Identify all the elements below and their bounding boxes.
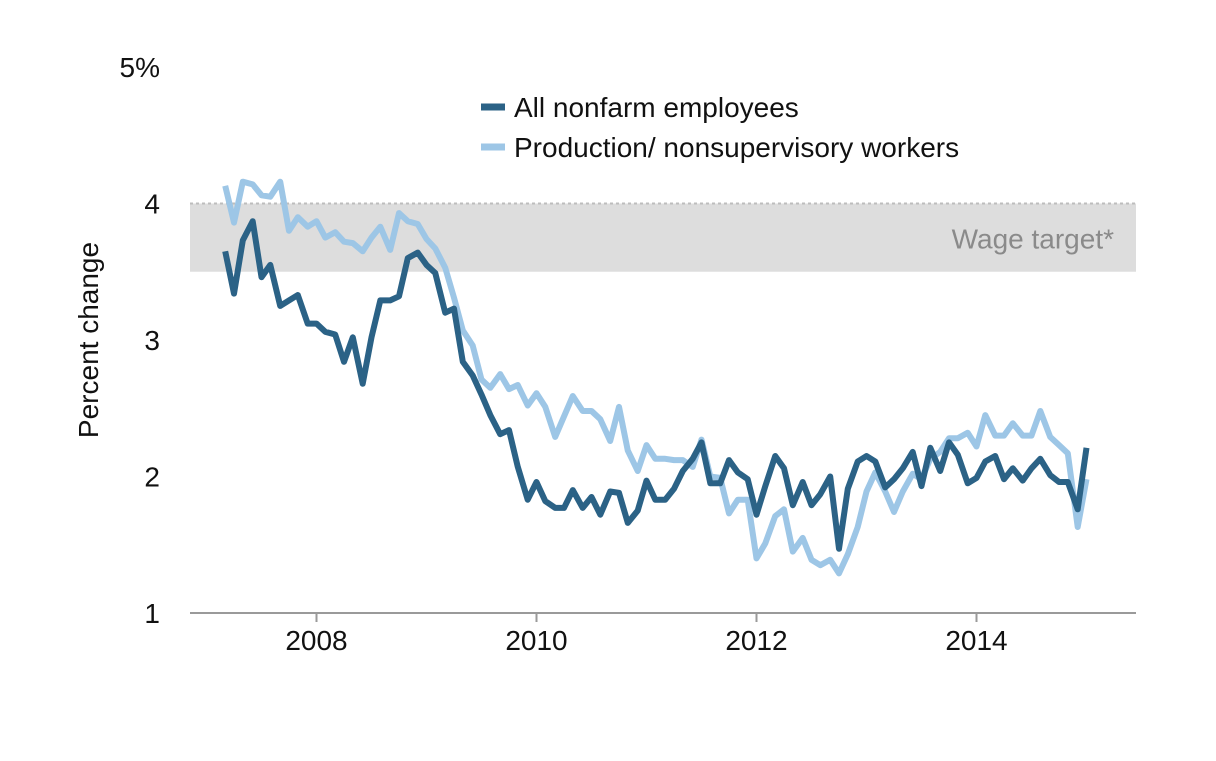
legend-item-all-nonfarm: All nonfarm employees [481, 92, 799, 123]
y-axis-title: Percent change [73, 242, 104, 438]
x-tick-label: 2008 [285, 625, 347, 656]
x-axis-ticks: 2008 2010 2012 2014 [285, 613, 1008, 656]
y-tick-label: 3 [144, 325, 160, 356]
series-line-production [222, 178, 1090, 577]
axes-group: 2008 2010 2012 2014 1 2 3 4 5% Percent change [73, 52, 1136, 656]
legend-item-production: Production/ nonsupervisory workers [481, 132, 959, 163]
y-tick-label: 5% [120, 52, 160, 83]
wage-target-band [190, 203, 1136, 272]
wage-target-label: Wage target* [952, 224, 1114, 255]
series-line-all-nonfarm [222, 218, 1090, 552]
legend-label-all-nonfarm: All nonfarm employees [514, 92, 799, 123]
legend-label-production: Production/ nonsupervisory workers [514, 132, 959, 163]
y-tick-label: 4 [144, 189, 160, 220]
y-tick-label: 2 [144, 462, 160, 493]
wage-target-band-group: Wage target* [190, 202, 1136, 272]
x-tick-label: 2010 [505, 625, 567, 656]
y-tick-label: 1 [144, 598, 160, 629]
y-axis-ticks: 1 2 3 4 5% [120, 52, 160, 629]
x-tick-label: 2012 [725, 625, 787, 656]
series-group [222, 178, 1090, 577]
legend: All nonfarm employees Production/ nonsup… [481, 92, 959, 163]
x-tick-label: 2014 [945, 625, 1007, 656]
